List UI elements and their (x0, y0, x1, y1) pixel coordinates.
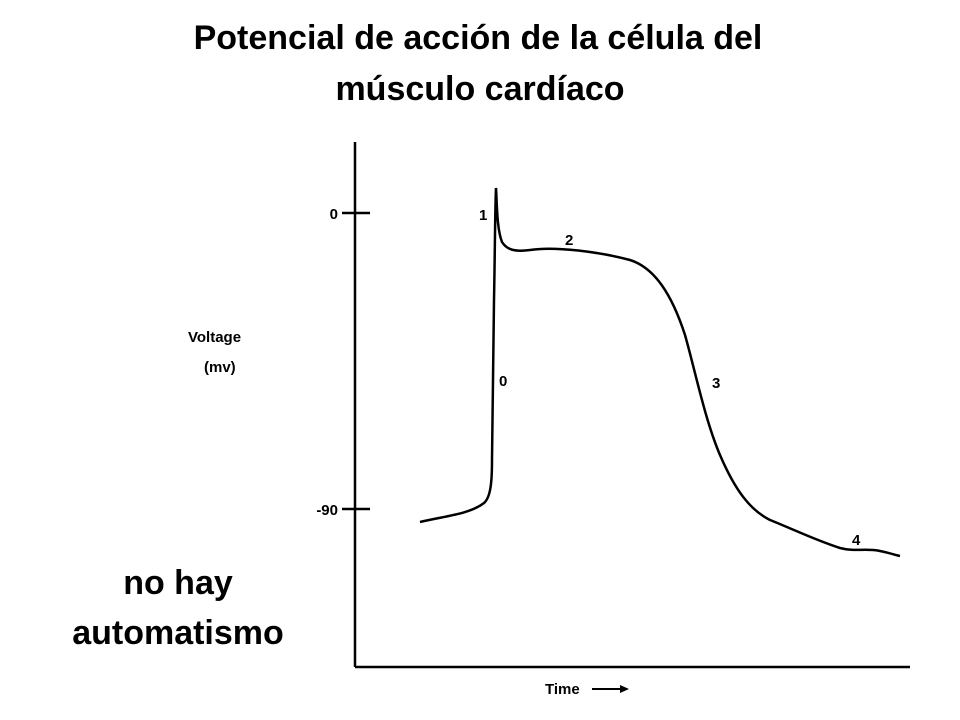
tick-label: 0 (330, 206, 338, 223)
phase-label: 3 (712, 375, 720, 392)
y-axis-label: Voltage (188, 329, 241, 346)
note-line: no hay (123, 564, 233, 602)
y-axis-label: (mv) (204, 359, 236, 376)
title-line: músculo cardíaco (335, 70, 624, 108)
action-potential-curve (419, 187, 901, 558)
tick-label: -90 (316, 502, 338, 519)
phase-label: 1 (479, 207, 487, 224)
x-axis-label: Time (545, 681, 580, 698)
arrow-head (620, 685, 629, 693)
phase-label: 0 (499, 373, 507, 390)
phase-label: 2 (565, 232, 573, 249)
title-line: Potencial de acción de la célula del (194, 19, 763, 57)
note-line: automatismo (72, 614, 284, 652)
phase-label: 4 (852, 532, 861, 549)
